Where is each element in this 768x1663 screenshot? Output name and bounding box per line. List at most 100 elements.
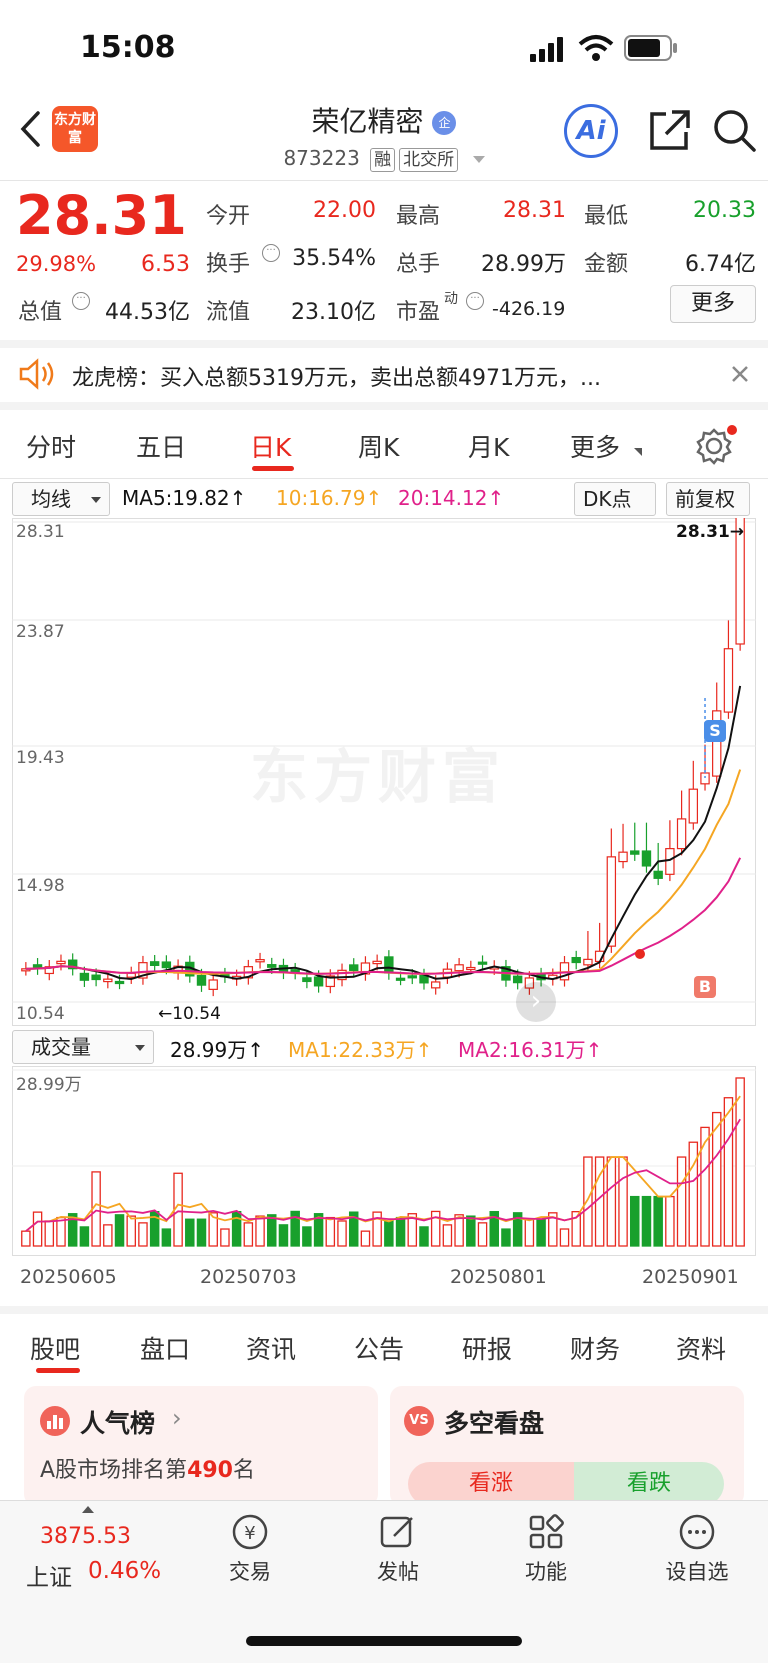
tab-intraday[interactable]: 分时 bbox=[26, 433, 77, 462]
volume-bar bbox=[665, 1195, 675, 1247]
nav-watchlist[interactable]: 设自选 bbox=[652, 1512, 742, 1586]
info-icon[interactable]: ··· bbox=[262, 244, 280, 262]
change-percent: 29.98% bbox=[16, 252, 97, 276]
vs-icon: VS bbox=[404, 1406, 434, 1436]
chevron-right-icon: › bbox=[172, 1404, 182, 1432]
index-value[interactable]: 3875.53 bbox=[40, 1524, 131, 1549]
volume-bar bbox=[149, 1211, 160, 1247]
stock-name: 荣亿精密 企 bbox=[0, 100, 768, 140]
margin-tag: 融 bbox=[370, 148, 396, 172]
volume-bar bbox=[302, 1226, 312, 1247]
volume-bar bbox=[524, 1218, 535, 1247]
candle-body bbox=[524, 977, 535, 989]
notice-text: 龙虎榜：买入总额5319万元，卖出总额4971万元，... bbox=[72, 366, 601, 391]
k-chart[interactable] bbox=[12, 518, 756, 1026]
back-icon[interactable] bbox=[18, 110, 42, 148]
tab-news[interactable]: 资讯 bbox=[246, 1335, 297, 1364]
tab-finance[interactable]: 财务 bbox=[570, 1335, 621, 1364]
dk-point-button[interactable]: DK点 bbox=[574, 482, 656, 516]
volume-bar bbox=[290, 1210, 300, 1247]
min-price-label: ←10.54 bbox=[158, 1004, 221, 1024]
ma5-line bbox=[25, 685, 742, 981]
rank-title: 人气榜 bbox=[80, 1409, 156, 1438]
index-name[interactable]: 上证 bbox=[26, 1565, 72, 1591]
tab-more[interactable]: 更多 bbox=[570, 433, 621, 462]
candle-body bbox=[454, 964, 464, 972]
index-change[interactable]: 0.46% bbox=[88, 1558, 162, 1584]
exchange-tag: 北交所 bbox=[399, 148, 459, 172]
tab-research[interactable]: 研报 bbox=[462, 1335, 513, 1364]
share-icon[interactable] bbox=[648, 108, 690, 152]
nav-post[interactable]: 发帖 bbox=[358, 1512, 438, 1586]
tab-daily-k[interactable]: 日K bbox=[250, 433, 292, 462]
volume-bar bbox=[501, 1228, 511, 1247]
volume-bar bbox=[641, 1195, 652, 1247]
candle-body bbox=[712, 710, 722, 777]
dropdown-icon[interactable] bbox=[472, 156, 485, 163]
volume-ma2-label: MA2:16.31万↑ bbox=[458, 1038, 603, 1062]
sell-marker[interactable]: S bbox=[704, 720, 726, 742]
adjust-button[interactable]: 前复权 bbox=[666, 482, 750, 516]
nav-trade[interactable]: ¥ 交易 bbox=[210, 1512, 290, 1586]
buy-marker[interactable]: B bbox=[694, 976, 716, 998]
tab-monthly-k[interactable]: 月K bbox=[468, 433, 510, 462]
search-icon[interactable] bbox=[712, 108, 758, 154]
vote-down-button[interactable]: 看跌 bbox=[574, 1462, 724, 1506]
candle-body bbox=[723, 648, 734, 713]
info-icon[interactable]: ··· bbox=[466, 292, 484, 310]
tab-profile[interactable]: 资料 bbox=[676, 1335, 727, 1364]
tab-forum[interactable]: 股吧 bbox=[30, 1335, 81, 1364]
close-icon[interactable] bbox=[730, 364, 750, 384]
volume-bar bbox=[337, 1220, 347, 1247]
ai-icon[interactable]: Ai bbox=[564, 104, 618, 158]
candle-body bbox=[676, 818, 687, 850]
ma10-label: 10:16.79↑ bbox=[276, 486, 383, 510]
x-tick-label: 20250605 bbox=[20, 1266, 117, 1288]
wifi-icon bbox=[578, 35, 614, 61]
candle-body bbox=[313, 976, 324, 987]
volume-label: 28.99万↑ bbox=[170, 1038, 265, 1062]
volume-bar bbox=[21, 1230, 31, 1247]
volume-bar bbox=[267, 1214, 277, 1247]
active-tab-indicator bbox=[252, 466, 294, 471]
volume-bar bbox=[56, 1216, 66, 1247]
chevron-right-icon[interactable]: › bbox=[516, 982, 556, 1022]
candle-body bbox=[103, 978, 113, 983]
turnover-value: 35.54% bbox=[292, 246, 376, 271]
more-button[interactable]: 更多 bbox=[670, 285, 756, 323]
ma20-label: 20:14.12↑ bbox=[398, 486, 505, 510]
tab-orderbook[interactable]: 盘口 bbox=[140, 1335, 191, 1364]
tab-announcements[interactable]: 公告 bbox=[354, 1335, 405, 1364]
volume-bar bbox=[44, 1220, 55, 1247]
info-icon[interactable]: ··· bbox=[72, 292, 90, 310]
x-tick-label: 20250901 bbox=[642, 1266, 739, 1288]
volume-bar bbox=[688, 1141, 699, 1247]
notice-bar[interactable] bbox=[0, 340, 768, 410]
candle-body bbox=[583, 958, 593, 966]
vote-up-button[interactable]: 看涨 bbox=[408, 1462, 574, 1506]
y-tick-label: 14.98 bbox=[16, 876, 65, 896]
tab-five-day[interactable]: 五日 bbox=[136, 433, 187, 462]
volume-bar bbox=[548, 1212, 558, 1247]
stock-code-row: 873223 融北交所 bbox=[0, 146, 768, 172]
pe-value: -426.19 bbox=[492, 298, 566, 320]
vote-title: 多空看盘 bbox=[444, 1409, 545, 1438]
volume-chart[interactable] bbox=[12, 1066, 756, 1256]
volume-bar bbox=[231, 1211, 242, 1247]
volume-bar bbox=[536, 1218, 546, 1247]
volume-ma1-label: MA1:22.33万↑ bbox=[288, 1038, 433, 1062]
tab-weekly-k[interactable]: 周K bbox=[358, 433, 400, 462]
nav-function[interactable]: 功能 bbox=[506, 1512, 586, 1586]
candle-body bbox=[337, 969, 347, 981]
candle-body bbox=[138, 962, 148, 979]
volume-bar bbox=[700, 1126, 710, 1247]
candle-body bbox=[325, 975, 336, 988]
k-chart-frame[interactable] bbox=[12, 518, 756, 1026]
indicator-dropdown[interactable]: 均线 bbox=[12, 482, 110, 516]
volume-chart-frame[interactable] bbox=[12, 1066, 756, 1256]
popularity-card[interactable] bbox=[24, 1386, 378, 1506]
volume-bar bbox=[67, 1213, 78, 1247]
volume-indicator-dropdown[interactable]: 成交量 bbox=[12, 1030, 154, 1064]
candle-body bbox=[44, 966, 54, 975]
settings-icon[interactable] bbox=[694, 424, 738, 468]
